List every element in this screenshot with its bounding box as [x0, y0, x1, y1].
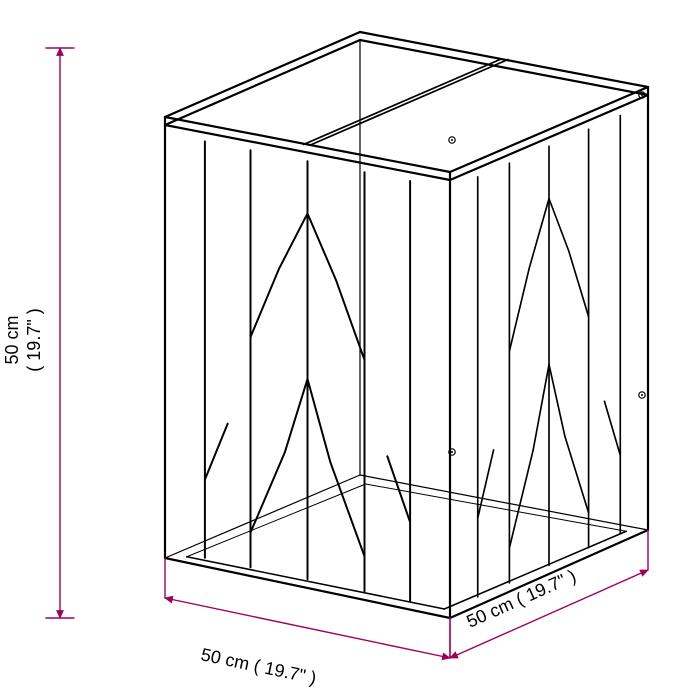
dimensions [46, 48, 648, 658]
depth-label: 50 cm ( 19.7" ) [199, 644, 318, 688]
depth-text: 50 cm ( 19.7" ) [199, 644, 318, 688]
height-label: 50 cm( 19.7" ) [2, 308, 44, 371]
product-cube [165, 32, 648, 618]
height-in: ( 19.7" ) [24, 308, 44, 371]
height-cm: 50 cm [2, 315, 22, 364]
